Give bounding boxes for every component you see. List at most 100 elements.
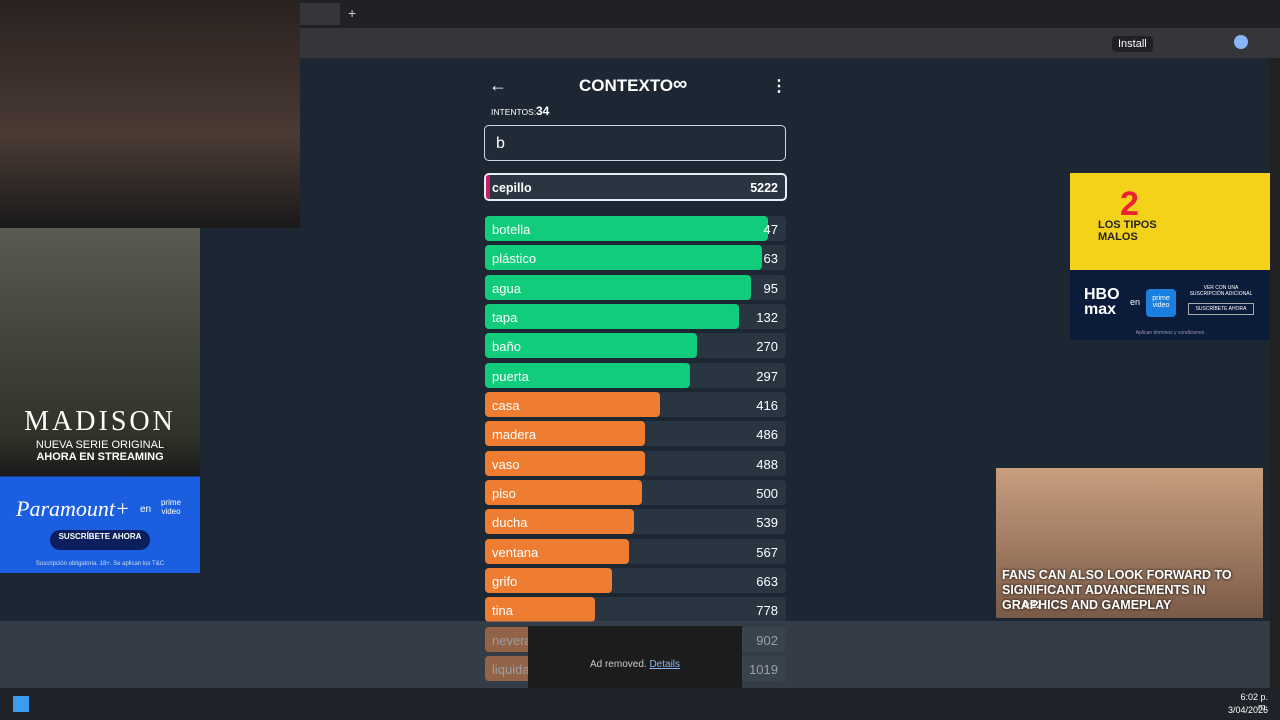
infinity-icon: ∞ — [673, 73, 688, 95]
rank: 567 — [756, 544, 778, 560]
title: CONTEXTO — [579, 76, 674, 95]
guess-row: casa 416 — [485, 391, 786, 417]
webcam — [0, 0, 300, 228]
ad-legal: Aplican términos y condiciones — [1135, 330, 1205, 336]
rank: 486 — [756, 427, 778, 443]
word: casa — [492, 397, 520, 413]
back-button[interactable]: ← — [489, 75, 507, 95]
word: vaso — [492, 456, 520, 472]
guess-row: tina 778 — [485, 597, 786, 623]
ad-text: AHORA EN STREAMING — [36, 451, 164, 463]
guess-row: vaso 488 — [485, 450, 786, 476]
rank: 500 — [756, 485, 778, 501]
bar — [485, 216, 769, 241]
rank: 778 — [756, 603, 778, 619]
word: grifo — [492, 573, 518, 589]
rank: 132 — [756, 309, 778, 325]
bar — [485, 391, 661, 417]
menu-button[interactable]: ⋮ — [771, 78, 787, 95]
rank: 663 — [756, 573, 778, 589]
start-button[interactable] — [13, 696, 29, 712]
new-tab[interactable]: + — [348, 5, 357, 21]
word: agua — [492, 280, 521, 296]
bar — [485, 597, 595, 623]
ad-title: MADISON — [24, 406, 176, 437]
bar — [485, 567, 613, 593]
rank: 63 — [763, 251, 778, 267]
ad-cta[interactable]: SUSCRÍBETE AHORA — [1188, 303, 1254, 315]
word: ventana — [492, 544, 539, 560]
guess-row: piso 500 — [485, 479, 786, 505]
rank: 539 — [756, 515, 778, 531]
ad-legal: Suscripción obligatoria. 18+. Se aplican… — [35, 561, 165, 567]
rank: 95 — [763, 280, 778, 296]
guess-row: plástico 63 — [485, 245, 786, 271]
bar — [485, 362, 690, 388]
rank: 488 — [756, 456, 778, 472]
word: madera — [492, 427, 537, 443]
word: piso — [492, 485, 516, 501]
ad-text: en — [140, 504, 152, 515]
install-button[interactable]: Install — [1112, 36, 1153, 52]
scrollbar — [1270, 58, 1280, 688]
rank: 47 — [763, 222, 778, 237]
word: cepillo — [492, 181, 532, 195]
bar — [485, 509, 635, 535]
word: puerta — [492, 368, 529, 384]
guess-row: ducha 539 — [485, 509, 786, 535]
ad-removed-text: Ad removed. — [589, 659, 647, 670]
bar — [485, 479, 643, 505]
video-ad[interactable]: FANS CAN ALSO LOOK FORWARD TO SIGNIFICAN… — [996, 468, 1263, 618]
guess-row: tapa 132 — [485, 303, 786, 329]
bar — [485, 303, 739, 329]
word: botella — [492, 222, 531, 237]
ad-logo: prime video — [1146, 289, 1176, 317]
ad-title: LOS TIPOS MALOS — [1098, 219, 1157, 243]
ad-text: en — [1130, 297, 1141, 307]
ad-text: NUEVA SERIE ORIGINAL — [35, 439, 165, 451]
bar — [485, 274, 752, 300]
guess-input[interactable]: b — [484, 125, 786, 161]
rank: 297 — [756, 368, 778, 384]
clock-time: 6:02 p. m. — [1240, 692, 1268, 712]
bar — [485, 421, 646, 447]
guess-row: botella 47 — [485, 216, 786, 241]
bar — [485, 333, 697, 359]
bar — [485, 245, 763, 271]
video-time: 0:12 — [1024, 600, 1042, 610]
ad-brand: HBO max — [1084, 286, 1120, 318]
ad-logo: prime video — [160, 498, 181, 516]
word: plástico — [492, 251, 537, 267]
taskbar: 6:02 p. m. 3/04/2026 — [0, 688, 1280, 720]
ad-text: VER CON UNA SUSCRIPCIÓN ADICIONAL — [1189, 285, 1253, 297]
clock-date: 3/04/2026 — [1227, 705, 1268, 715]
ad-number: 2 — [1120, 185, 1139, 223]
ad-cta[interactable]: SUSCRÍBETE AHORA — [50, 530, 150, 550]
bar — [485, 450, 645, 476]
rank: 416 — [756, 397, 778, 413]
video-caption: FANS CAN ALSO LOOK FORWARD TO SIGNIFICAN… — [1002, 568, 1232, 612]
attempts: 34 — [536, 104, 550, 118]
guess-row: grifo 663 — [485, 567, 786, 593]
profile[interactable] — [1234, 35, 1248, 49]
ad-removed: Ad removed. Details — [528, 626, 742, 688]
tab[interactable] — [300, 3, 340, 25]
ad-left[interactable]: MADISON NUEVA SERIE ORIGINAL AHORA EN ST… — [0, 228, 200, 573]
bar — [485, 538, 630, 564]
guess-row: ventana 567 — [485, 538, 786, 564]
word: tina — [492, 603, 513, 619]
ad-right[interactable]: 2 LOS TIPOS MALOS HBO max en prime video… — [1070, 173, 1270, 340]
word: baño — [492, 339, 521, 355]
rank: 270 — [756, 339, 778, 355]
ad-brand: Paramount+ — [16, 496, 130, 521]
attempts-label: INTENTOS: — [491, 107, 537, 117]
guess-row: madera 486 — [485, 421, 786, 447]
guess-row: agua 95 — [485, 274, 786, 300]
guess-row: puerta 297 — [485, 362, 786, 388]
details-link[interactable]: Details — [649, 659, 681, 670]
word: tapa — [492, 309, 518, 325]
rank: 5222 — [750, 181, 778, 195]
bar — [486, 175, 490, 199]
guess-row: baño 270 — [485, 333, 786, 359]
